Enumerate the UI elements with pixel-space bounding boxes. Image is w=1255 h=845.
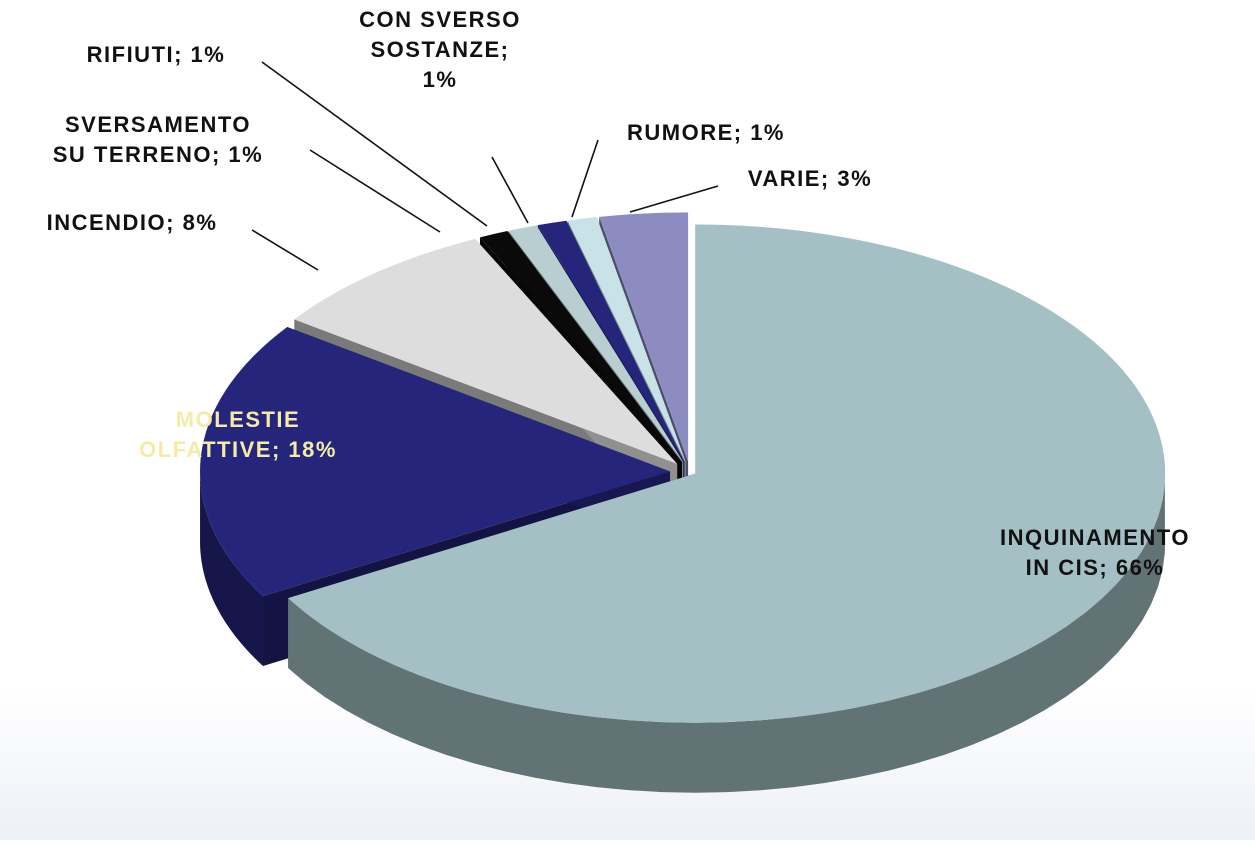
pie-slice-top-6 bbox=[567, 217, 686, 462]
pie-slice-top-1 bbox=[200, 327, 671, 597]
slice-label-line: IN CIS; 66% bbox=[1026, 555, 1165, 580]
pie-slice-top-4 bbox=[508, 225, 684, 463]
leader-line-4 bbox=[261, 61, 488, 227]
slice-label-line: 1% bbox=[423, 67, 458, 92]
leader-line-6 bbox=[571, 139, 599, 218]
slice-label-0: INQUINAMENTO IN CIS; 66% bbox=[1000, 525, 1190, 580]
slice-label-line: OLFATTIVE; 18% bbox=[139, 437, 337, 462]
pie-slice-wall-0-0 bbox=[288, 482, 1165, 793]
slice-label-7: VARIE; 3% bbox=[748, 166, 872, 191]
pie-slice-top-0 bbox=[288, 224, 1166, 723]
slice-label-6: RUMORE; 1% bbox=[627, 120, 785, 145]
pie-slice-top-3 bbox=[479, 231, 682, 463]
slice-label-4: RIFIUTI; 1% bbox=[87, 42, 226, 67]
slice-label-line: INQUINAMENTO bbox=[1000, 525, 1190, 550]
pie-slice-0 bbox=[288, 224, 1166, 793]
pie-slice-top-7 bbox=[599, 212, 689, 462]
slice-label-line: SOSTANZE; bbox=[371, 37, 510, 62]
slice-label-1: MOLESTIE OLFATTIVE; 18% bbox=[139, 407, 337, 462]
slices-layer bbox=[200, 212, 1166, 793]
slice-label-3: SVERSAMENTO SU TERRENO; 1% bbox=[53, 112, 263, 167]
slice-label-line: RUMORE; 1% bbox=[627, 120, 785, 145]
slice-label-line: VARIE; 3% bbox=[748, 166, 872, 191]
slice-label-2: INCENDIO; 8% bbox=[47, 210, 218, 235]
slice-label-line: MOLESTIE bbox=[176, 407, 300, 432]
slice-label-line: RIFIUTI; 1% bbox=[87, 42, 226, 67]
slice-label-line: SVERSAMENTO bbox=[65, 112, 251, 137]
leader-line-7 bbox=[629, 185, 719, 213]
slice-label-line: CON SVERSO bbox=[359, 7, 521, 32]
slice-label-line: INCENDIO; 8% bbox=[47, 210, 218, 235]
leader-line-3 bbox=[309, 149, 441, 233]
leader-lines-layer bbox=[251, 61, 719, 271]
pie-slice-top-2 bbox=[294, 238, 678, 464]
labels-layer: INQUINAMENTO IN CIS; 66% MOLESTIE OLFATTIVE… bbox=[47, 0, 1190, 580]
leader-line-2 bbox=[251, 229, 319, 271]
slice-label-line: SU TERRENO; 1% bbox=[53, 142, 263, 167]
slice-label-line: STRADALI bbox=[378, 0, 501, 2]
pie-slice-wall-1-0 bbox=[200, 473, 263, 667]
pie-slice-top-5 bbox=[537, 220, 685, 462]
leader-line-5 bbox=[491, 156, 529, 224]
